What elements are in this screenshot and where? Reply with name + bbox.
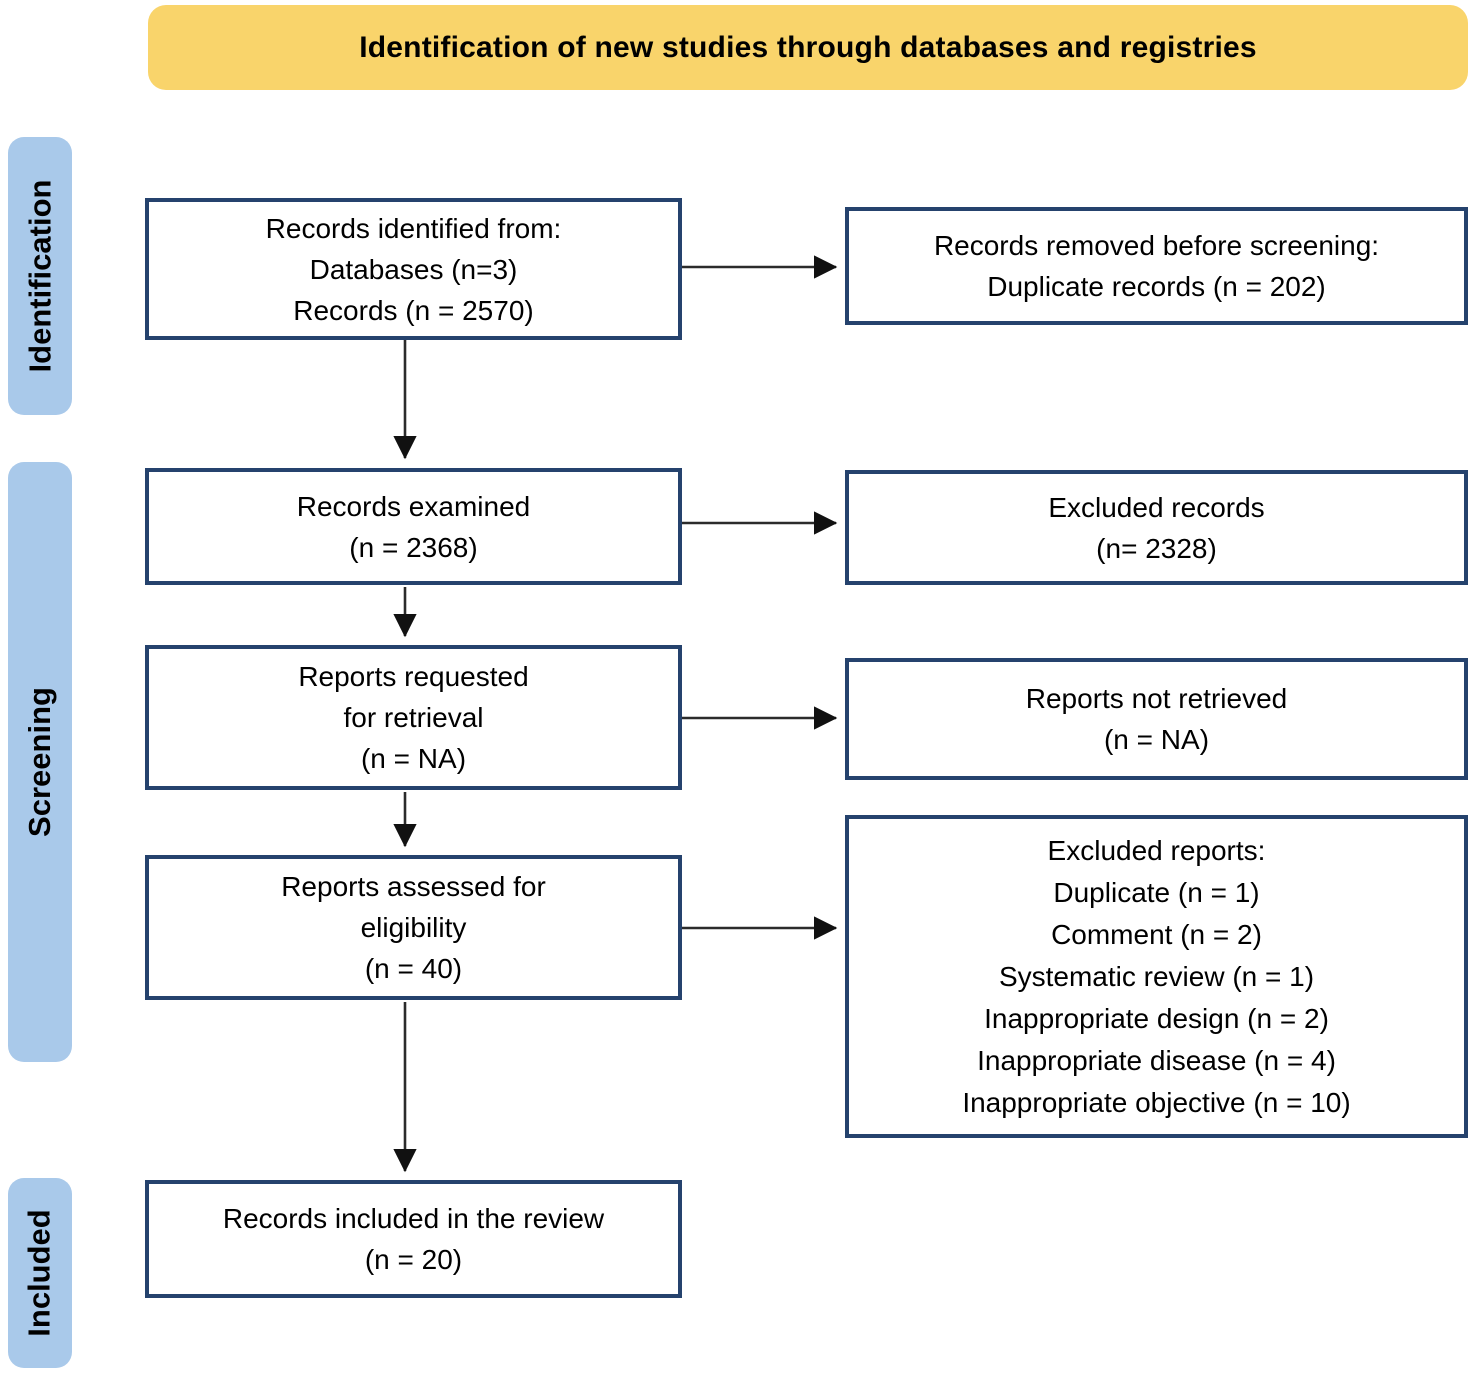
- stage-label-included: Included: [8, 1178, 72, 1368]
- box-reports-not-retrieved: Reports not retrieved (n = NA): [845, 658, 1468, 780]
- box-line: for retrieval: [343, 702, 484, 733]
- box-line: eligibility: [360, 912, 467, 943]
- box-line: (n = NA): [1103, 724, 1210, 755]
- box-records-examined: Records examined (n = 2368): [145, 468, 682, 585]
- box-line: Records (n = 2570): [293, 294, 534, 326]
- box-line: (n = NA): [360, 743, 467, 774]
- box-line: Comment (n = 2): [1051, 918, 1262, 950]
- box-line: Records identified from:: [265, 212, 562, 244]
- box-line: Inappropriate objective (n = 10): [962, 1086, 1351, 1118]
- box-line: Excluded reports:: [1047, 834, 1266, 866]
- box-line: Reports assessed for: [281, 871, 546, 902]
- box-line: Systematic review (n = 1): [998, 960, 1315, 992]
- box-line: Duplicate records (n = 202): [987, 271, 1326, 302]
- box-line: (n = 2368): [349, 531, 478, 563]
- box-line: Records included in the review: [222, 1203, 605, 1234]
- box-line: (n = 40): [364, 953, 463, 984]
- box-line: Duplicate (n = 1): [1053, 876, 1260, 908]
- box-line: Inappropriate design (n = 2): [984, 1002, 1329, 1034]
- diagram-title: Identification of new studies through da…: [359, 30, 1257, 64]
- title-banner: Identification of new studies through da…: [148, 5, 1468, 90]
- box-reports-requested: Reports requested for retrieval (n = NA): [145, 645, 682, 790]
- box-line: (n= 2328): [1096, 532, 1217, 564]
- box-line: (n = 20): [364, 1244, 463, 1275]
- stage-label-text: Screening: [22, 687, 58, 837]
- stage-label-screening: Screening: [8, 462, 72, 1062]
- box-line: Records examined: [296, 490, 531, 522]
- box-excluded-reports: Excluded reports: Duplicate (n = 1) Comm…: [845, 815, 1468, 1138]
- box-line: Reports not retrieved: [1025, 683, 1288, 714]
- stage-label-identification: Identification: [8, 137, 72, 415]
- box-line: Excluded records: [1048, 491, 1265, 523]
- box-excluded-records: Excluded records (n= 2328): [845, 470, 1468, 585]
- box-line: Records removed before screening:: [933, 230, 1380, 261]
- box-line: Inappropriate disease (n = 4): [977, 1044, 1336, 1076]
- box-line: Reports requested: [298, 661, 529, 692]
- box-reports-assessed: Reports assessed for eligibility (n = 40…: [145, 855, 682, 1000]
- box-records-removed: Records removed before screening: Duplic…: [845, 207, 1468, 325]
- box-records-included: Records included in the review (n = 20): [145, 1180, 682, 1298]
- box-records-identified: Records identified from: Databases (n=3)…: [145, 198, 682, 340]
- box-line: Databases (n=3): [309, 253, 518, 285]
- stage-label-text: Identification: [22, 179, 58, 373]
- stage-label-text: Included: [22, 1209, 58, 1337]
